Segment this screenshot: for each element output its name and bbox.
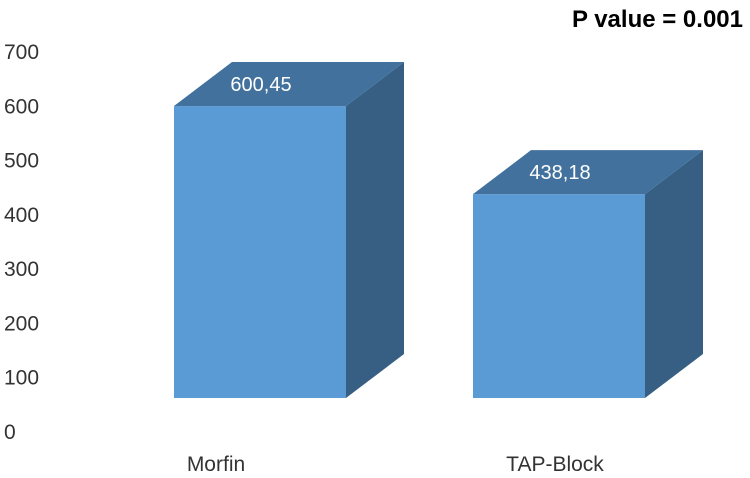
y-tick-label-700: 700 xyxy=(4,41,39,64)
y-axis: 0 100 200 300 400 500 600 700 xyxy=(4,41,39,444)
x-category-label-morfin: Morfin xyxy=(187,453,245,476)
y-tick-label-100: 100 xyxy=(4,367,39,390)
y-tick-label-200: 200 xyxy=(4,312,39,335)
y-tick-label-400: 400 xyxy=(4,204,39,227)
y-tick-label-0: 0 xyxy=(4,421,16,444)
bars: 600,45 438,18 xyxy=(174,62,703,398)
bar-morfin: 600,45 xyxy=(174,62,404,398)
bar-tap-block: 438,18 xyxy=(473,150,703,398)
bar-front-morfin xyxy=(174,106,346,398)
y-tick-label-500: 500 xyxy=(4,150,39,173)
y-tick-label-600: 600 xyxy=(4,95,39,118)
data-label-tap-block: 438,18 xyxy=(529,162,590,184)
y-tick-label-300: 300 xyxy=(4,258,39,281)
bar-front-tap-block xyxy=(473,194,645,398)
x-axis: Morfin TAP-Block xyxy=(187,453,604,476)
x-category-label-tap-block: TAP-Block xyxy=(506,453,604,476)
data-label-morfin: 600,45 xyxy=(230,74,291,96)
chart-title: P value = 0.001 xyxy=(572,6,743,33)
bar-side-morfin xyxy=(346,62,404,398)
